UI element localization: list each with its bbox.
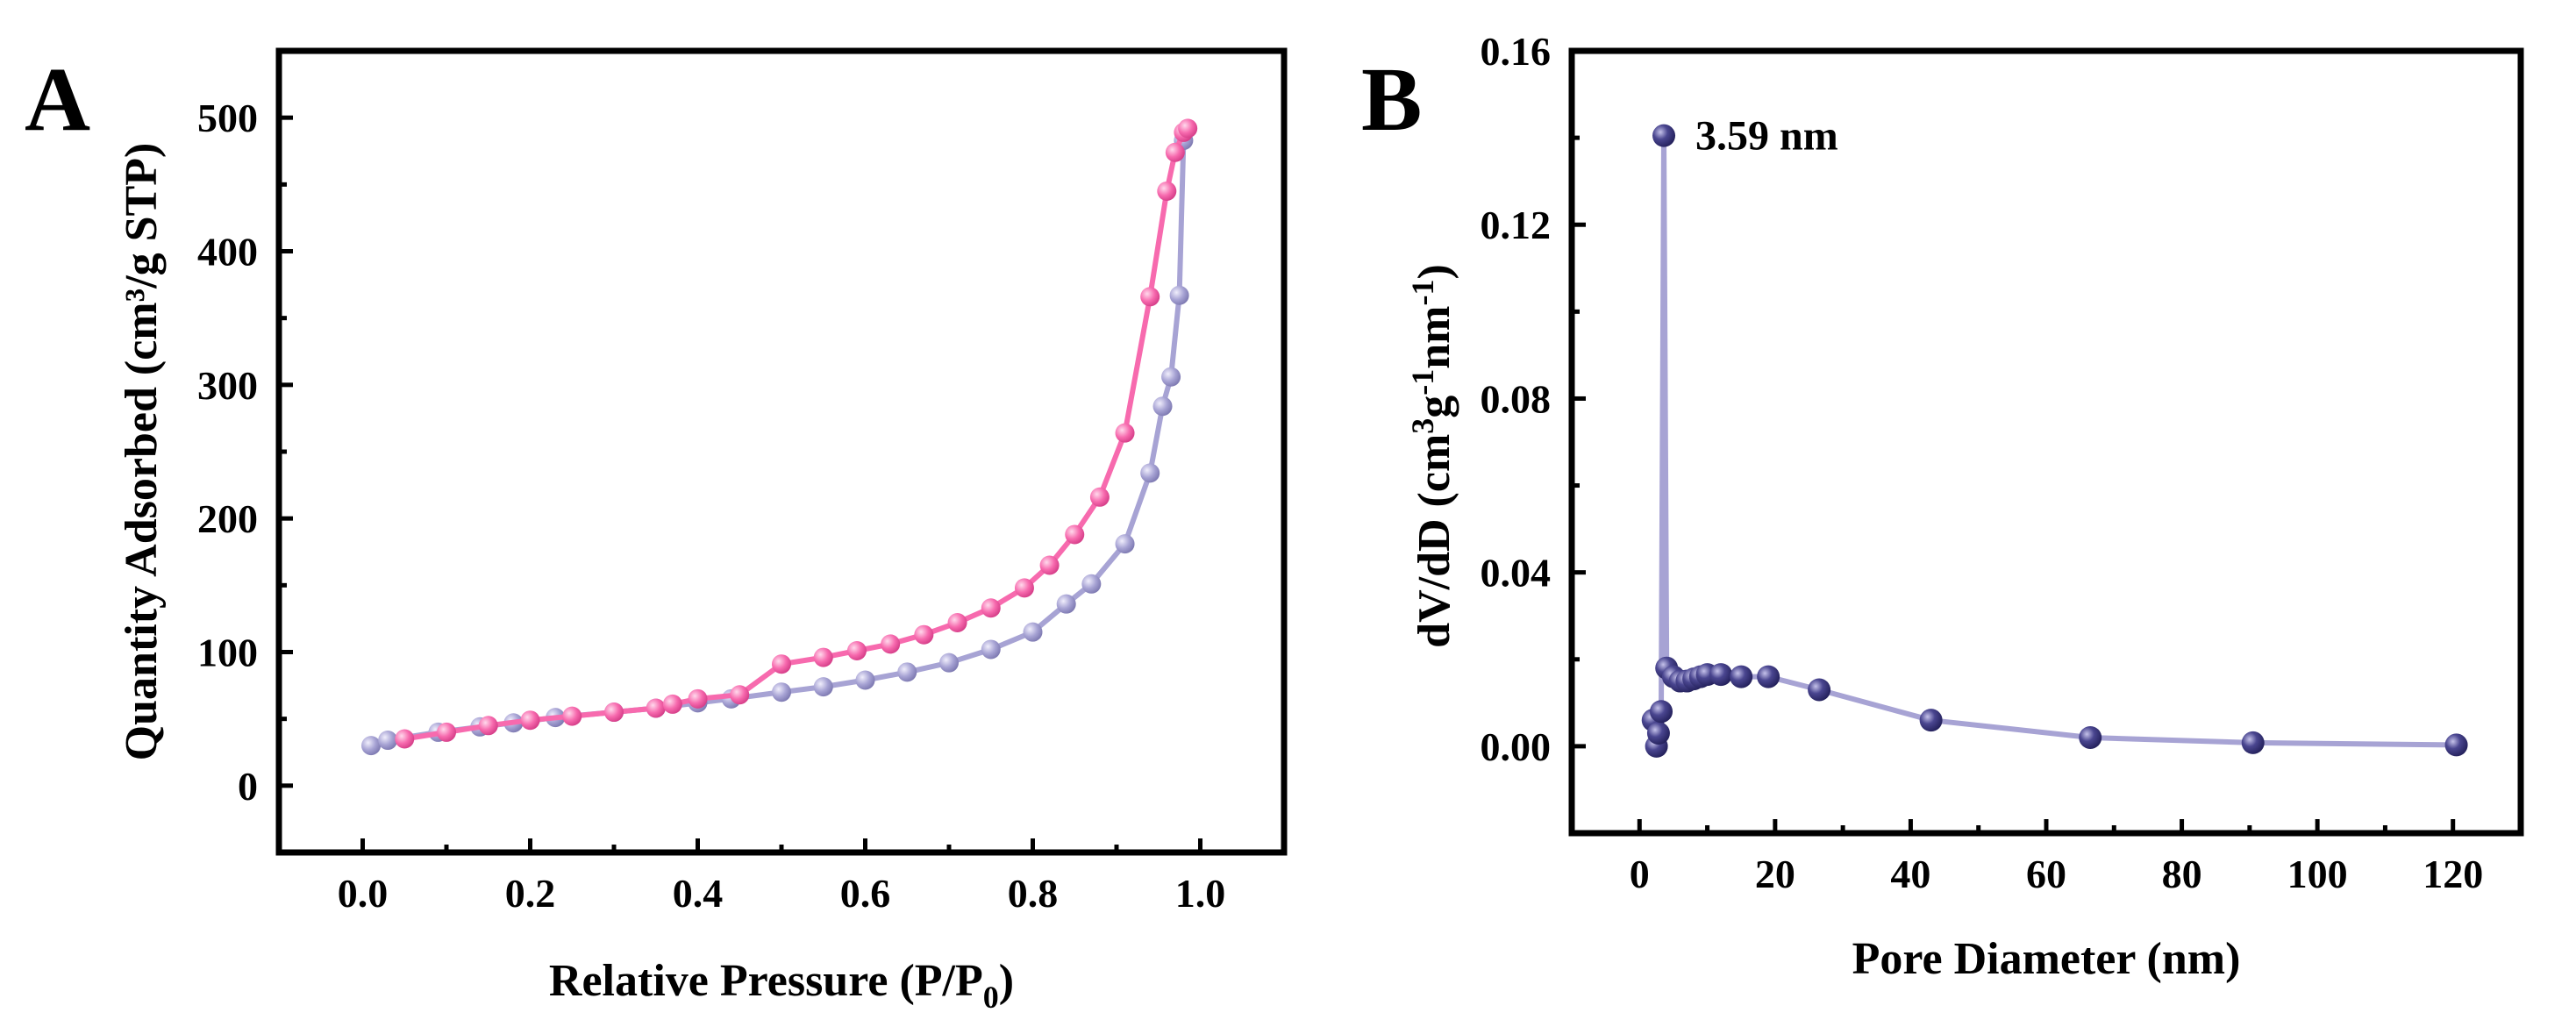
data-point (1089, 487, 1110, 507)
data-point (1730, 665, 1753, 688)
data-point (1808, 678, 1831, 702)
x-tick-label: 20 (1755, 852, 1795, 896)
x-tick-label: 0.2 (505, 871, 556, 916)
data-point (646, 698, 666, 718)
panel-a-x-ticks: 0.0 0.2 0.4 0.6 0.8 1.0 (338, 838, 1226, 916)
panel-a: A 0.0 0.2 0.4 0.6 0.8 1.0 0 100 200 300 400 500 Re… (25, 47, 1288, 1015)
data-point (1757, 665, 1780, 688)
y-tick-label: 200 (197, 496, 258, 541)
x-tick-label: 0.4 (673, 871, 724, 916)
peak-annotation: 3.59 nm (1695, 113, 1838, 160)
x-tick-label: 80 (2162, 852, 2202, 896)
data-point (1646, 722, 1670, 745)
x-tick-label: 0.0 (338, 871, 389, 916)
x-tick-label: 100 (2287, 852, 2348, 896)
data-point (361, 736, 382, 756)
data-point (846, 640, 867, 660)
data-point (1652, 124, 1676, 147)
data-point (520, 710, 540, 731)
data-point (1709, 663, 1733, 687)
x-tick-label: 120 (2423, 852, 2483, 896)
data-point (1081, 574, 1102, 594)
data-point (1039, 555, 1060, 575)
data-point (437, 722, 456, 742)
data-point (813, 677, 833, 697)
data-point (981, 598, 1001, 618)
panel-a-y-ticks: 0 100 200 300 400 500 (197, 96, 293, 809)
y-tick-label: 0.08 (1481, 376, 1552, 421)
data-point (1178, 118, 1198, 139)
data-point (1157, 181, 1177, 201)
y-tick-label: 0.12 (1481, 203, 1552, 247)
data-point (562, 706, 582, 726)
panel-b-letter: B (1361, 49, 1422, 150)
panel-b-x-ticks: 0 20 40 60 80 100 120 (1630, 819, 2483, 896)
y-tick-label: 0.16 (1481, 29, 1552, 74)
panel-b-frame (1568, 47, 2524, 837)
y-tick-label: 0.00 (1481, 724, 1552, 769)
data-point (1650, 700, 1673, 724)
data-point (1152, 396, 1173, 417)
data-point (1165, 142, 1185, 162)
data-point (881, 634, 901, 654)
data-point (772, 682, 791, 702)
data-point (855, 670, 875, 690)
series-line (370, 140, 1187, 748)
data-point (1169, 285, 1189, 305)
data-point (981, 639, 1001, 660)
data-point (662, 694, 682, 714)
data-point (1115, 423, 1135, 443)
data-point (730, 685, 750, 705)
data-point (2444, 733, 2468, 757)
panel-b-x-axis-title: Pore Diameter (nm) (1852, 934, 2241, 984)
data-point (378, 731, 398, 751)
data-point (772, 654, 791, 674)
panel-a-letter: A (25, 49, 90, 150)
data-point (1140, 463, 1160, 483)
data-point (2079, 725, 2102, 749)
x-tick-label: 60 (2026, 852, 2066, 896)
data-point (939, 652, 959, 673)
panel-b: B 0 20 40 60 80 100 120 0.00 0.04 0.08 0.12 0.16 3… (1361, 29, 2524, 984)
data-point (1115, 534, 1135, 554)
y-tick-label: 0 (238, 764, 258, 809)
panel-a-y-axis-title: Quantity Adsorbed (cm³/g STP) (117, 143, 167, 761)
data-point (688, 688, 708, 709)
x-tick-label: 0.6 (840, 871, 891, 916)
x-tick-label: 1.0 (1175, 871, 1226, 916)
series-line (1650, 132, 2457, 749)
panel-b-y-axis-title: dV/dD (cm3g-1nm-1) (1405, 264, 1459, 648)
y-tick-label: 400 (197, 230, 258, 275)
y-tick-label: 100 (197, 631, 258, 675)
panel-b-y-ticks: 0.00 0.04 0.08 0.12 0.16 (1481, 29, 1586, 769)
data-point (897, 662, 917, 682)
data-point (1065, 524, 1085, 545)
x-tick-label: 40 (1890, 852, 1930, 896)
data-point (1014, 578, 1034, 598)
data-point (1161, 367, 1181, 387)
data-point (1023, 622, 1043, 642)
y-tick-label: 300 (197, 363, 258, 408)
data-point (1056, 594, 1076, 614)
data-point (478, 716, 498, 736)
data-point (604, 702, 624, 723)
panel-b-series (1641, 124, 2468, 758)
data-point (914, 624, 934, 645)
data-point (1140, 287, 1160, 307)
data-point (947, 612, 967, 632)
y-tick-label: 0.04 (1481, 551, 1552, 595)
data-point (813, 647, 833, 667)
series-line (403, 126, 1190, 742)
data-point (2241, 731, 2265, 754)
panel-a-x-axis-title: Relative Pressure (P/P0) (549, 956, 1014, 1015)
data-point (1919, 709, 1943, 732)
x-tick-label: 0.8 (1008, 871, 1059, 916)
data-point (395, 729, 415, 749)
x-tick-label: 0 (1630, 852, 1650, 896)
panel-a-series (361, 118, 1198, 756)
y-tick-label: 500 (197, 96, 258, 140)
